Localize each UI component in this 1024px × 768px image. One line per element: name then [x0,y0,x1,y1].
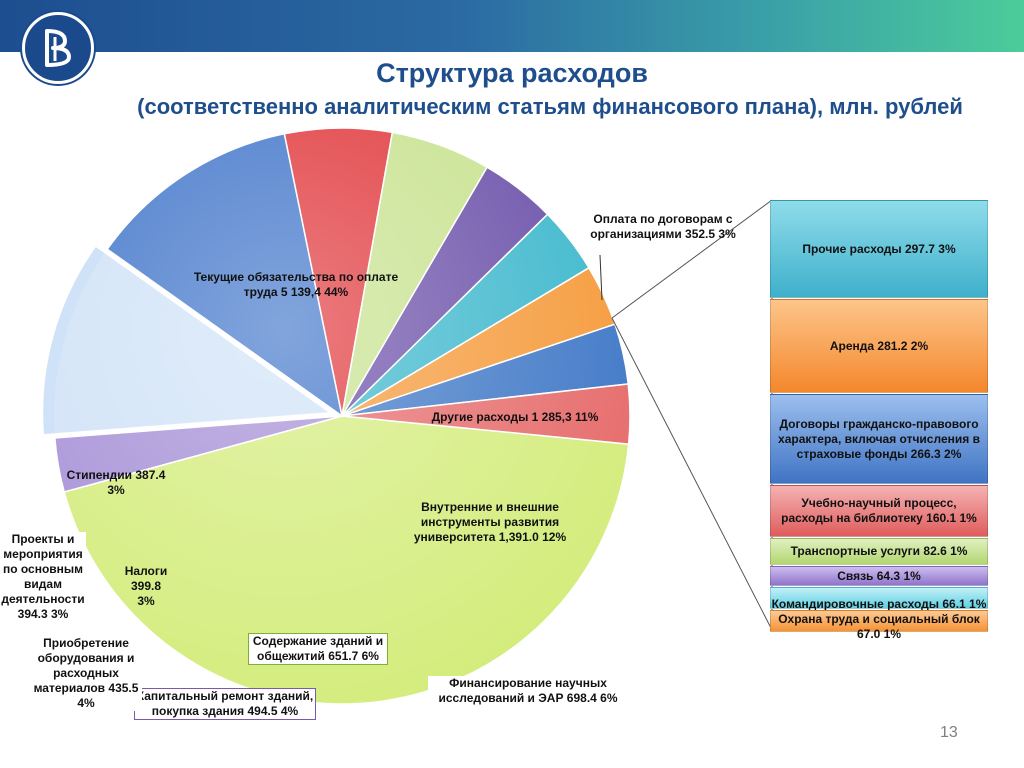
page-number: 13 [940,724,958,741]
bar-segment-labor-protection: Охрана труда и социальный блок 67.0 1% [770,610,988,641]
pie-label-research: Финансирование научных исследований и ЭА… [428,676,628,706]
page-subtitle: (соответственно аналитическим статьям фи… [137,94,963,119]
pie-label-development: Внутренние и внешние инструменты развити… [413,500,567,544]
pie-label-stipends: Стипендии 387.4 3% [66,468,166,497]
bar-segment-communication: Связь 64.3 1% [770,566,988,586]
bar-segment-transport: Транспортные услуги 82.6 1% [770,538,988,565]
pie-gloss [54,128,630,704]
pie-label-buildings: Содержание зданий и общежитий 651.7 6% [248,633,388,665]
pie-label-contracts: Оплата по договорам с организациями 352.… [590,212,736,241]
pie-label-other: Другие расходы 1 285,3 11% [431,410,599,424]
pie-label-taxes: Налоги 399.8 3% [124,564,168,608]
bar-segment-civil-contracts: Договоры гражданско-правового характера,… [770,394,988,484]
pie-label-salary: Текущие обязательства по оплате труда 5 … [193,270,399,299]
university-logo-icon [22,12,94,84]
bar-segment-education: Учебно-научный процесс, расходы на библи… [770,485,988,537]
pie-label-capital-repair: Капитальный ремонт зданий, покупка здани… [134,688,316,720]
bar-segment-misc: Прочие расходы 297.7 3% [770,200,988,298]
pie-label-equipment: Приобретение оборудования и расходных ма… [30,636,142,711]
bar-segment-travel: Командировочные расходы 66.1 1% [770,587,988,611]
header-band [0,0,1024,52]
page-title: Структура расходов [376,58,648,88]
bar-segment-rent: Аренда 281.2 2% [770,299,988,393]
pie-label-projects: Проекты и мероприятия по основным видам … [0,532,86,622]
